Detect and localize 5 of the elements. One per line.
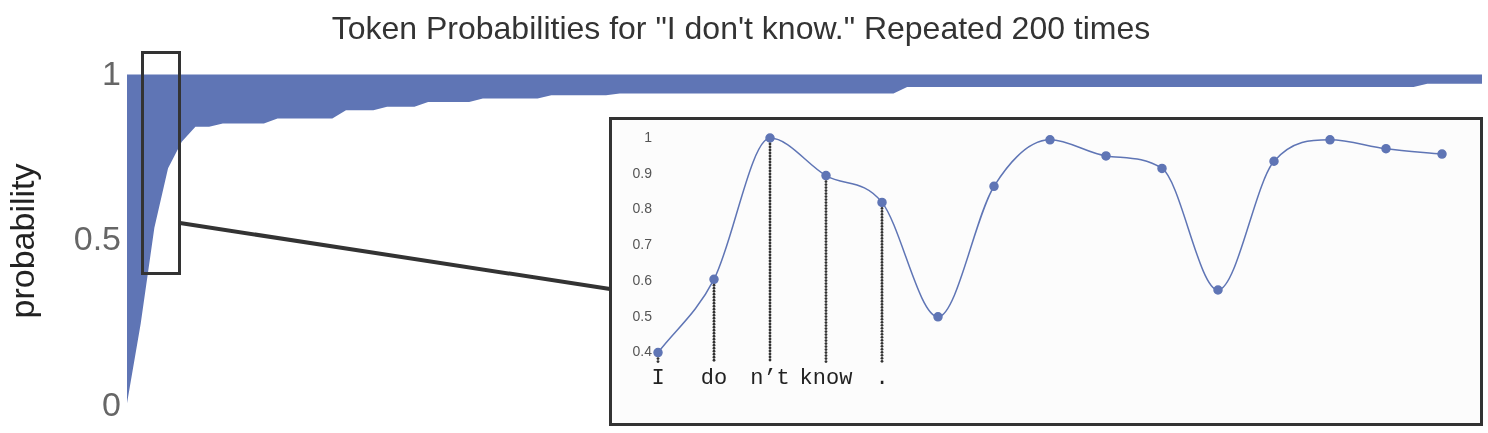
y-tick-label: 1 bbox=[102, 53, 121, 92]
chart-title: Token Probabilities for "I don't know." Repeated 200 times bbox=[331, 10, 1151, 47]
y-tick-label: 0.5 bbox=[73, 219, 121, 258]
y-axis-title: probability bbox=[2, 163, 41, 319]
y-tick-label: 0 bbox=[102, 384, 121, 423]
